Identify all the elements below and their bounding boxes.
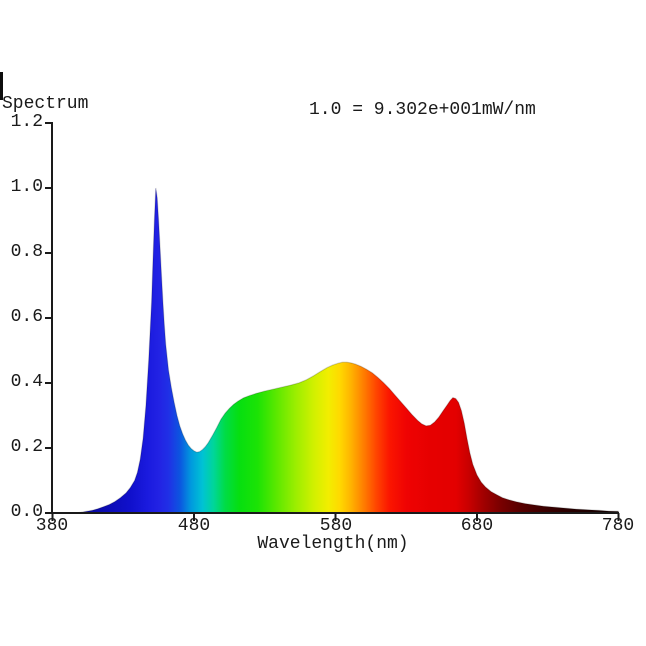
cropped-edge-fragment xyxy=(0,72,3,100)
axes xyxy=(45,122,620,521)
x-tick-label: 680 xyxy=(460,516,494,536)
chart-title: Spectrum xyxy=(2,94,89,114)
spectrum-area xyxy=(75,188,619,513)
x-tick-label: 580 xyxy=(319,516,353,536)
y-tick-label: 0.0 xyxy=(10,502,43,522)
x-tick-label: 380 xyxy=(35,516,69,536)
y-tick-label: 0.4 xyxy=(10,372,43,392)
y-tick-label: 0.8 xyxy=(10,242,43,262)
x-axis-title: Wavelength(nm) xyxy=(257,534,409,554)
spectrum-curve-edge xyxy=(75,187,619,514)
y-tick-label: 1.2 xyxy=(10,112,43,132)
y-tick-label: 0.6 xyxy=(10,307,43,327)
y-tick-label: 1.0 xyxy=(10,177,43,197)
x-tick-label: 480 xyxy=(177,516,211,536)
scale-annotation: 1.0 = 9.302e+001mW/nm xyxy=(309,100,536,120)
y-tick-label: 0.2 xyxy=(10,437,43,457)
x-tick-label: 780 xyxy=(601,516,635,536)
